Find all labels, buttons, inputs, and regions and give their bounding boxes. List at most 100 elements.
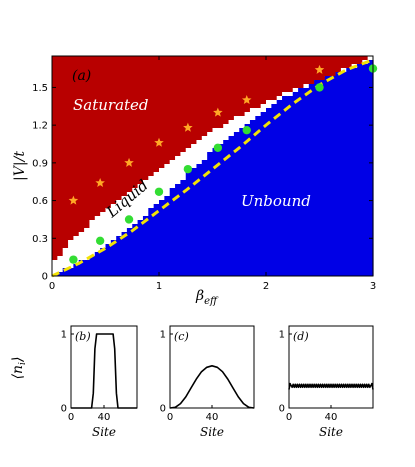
liquid-cell — [68, 240, 74, 269]
main-series — [51, 58, 378, 278]
liquid-cell — [185, 148, 192, 173]
x-tick-label: 40 — [206, 412, 219, 423]
unbound-cell — [244, 124, 251, 276]
unbound-cell — [351, 68, 358, 276]
circle-point — [124, 215, 134, 224]
density-curve — [71, 333, 137, 409]
liquid-cell — [282, 92, 288, 97]
site-axis-label: Site — [92, 425, 116, 439]
unbound-cell — [282, 96, 288, 276]
unbound-cell — [271, 104, 278, 276]
star-point — [95, 177, 105, 188]
density-curve — [169, 365, 255, 409]
liquid-cell — [62, 248, 69, 269]
main-x-axis-label: βeff — [195, 288, 219, 307]
main-frame — [51, 55, 374, 277]
y-tick-label: 0 — [160, 404, 166, 415]
liquid-cell — [223, 124, 230, 141]
x-tick-label: 0 — [49, 281, 55, 292]
unbound-cell — [100, 248, 107, 276]
liquid-cell — [244, 112, 251, 125]
unbound-cell — [335, 72, 342, 276]
circle-point — [95, 236, 105, 245]
liquid-cell — [249, 108, 256, 121]
unbound-cell — [68, 268, 74, 276]
y-tick-label: 0.6 — [32, 196, 48, 207]
y-tick-label: 0 — [42, 272, 48, 283]
circle-point — [242, 125, 251, 135]
star-point — [241, 95, 252, 105]
liquid-cell — [266, 100, 272, 109]
unbound-cell — [201, 160, 208, 276]
y-tick-label: 0.3 — [32, 234, 48, 245]
unbound-cell — [217, 144, 224, 276]
y-tick-label: 0 — [279, 404, 285, 415]
unbound-cell — [276, 100, 283, 276]
unbound-cell — [292, 92, 299, 276]
liquid-cell — [121, 196, 128, 233]
circle-point — [315, 83, 324, 92]
liquid-cell — [276, 96, 283, 101]
unbound-cell — [164, 196, 171, 276]
x-tick-label: 1 — [156, 281, 162, 292]
liquid-cell — [142, 180, 149, 217]
unbound-cell — [207, 152, 214, 276]
x-tick-label: 40 — [98, 412, 111, 423]
liquid-cell — [110, 204, 117, 241]
liquid-cell — [303, 84, 310, 89]
star-point — [124, 157, 134, 167]
unbound-cell — [319, 80, 326, 276]
unbound-cell — [94, 252, 101, 276]
unbound-cell — [314, 80, 321, 276]
unbound-cell — [324, 76, 331, 276]
unbound-cell — [89, 256, 96, 276]
unbound-cell — [57, 272, 64, 276]
x-tick-label: 0 — [167, 412, 173, 423]
liquid-cell — [73, 236, 80, 265]
site-axis-label: Site — [319, 425, 343, 439]
density-y-axis-label: ⟨ni⟩ — [10, 357, 28, 380]
circle-point — [69, 255, 78, 264]
unbound-cell — [105, 244, 112, 276]
liquid-cell — [260, 104, 267, 113]
liquid-cell — [207, 132, 214, 153]
unbound-cell — [346, 68, 353, 276]
liquid-cell — [367, 56, 374, 61]
y-tick-label: 0 — [61, 404, 67, 415]
liquid-cell — [292, 88, 299, 93]
unbound-cell — [126, 228, 133, 276]
unbound-cell — [148, 208, 155, 276]
circle-point — [154, 187, 164, 196]
x-tick-label: 2 — [263, 281, 269, 292]
unbound-cell — [228, 136, 235, 276]
density-panel-c: 0 40 0 1 (c) Site — [160, 325, 255, 439]
star-point — [183, 122, 193, 132]
unbound-cell — [287, 96, 294, 276]
liquid-cell — [196, 140, 203, 165]
unbound-cell — [239, 128, 246, 276]
unbound-cell — [249, 120, 256, 276]
unbound-cell — [303, 88, 310, 276]
liquid-cell — [159, 168, 165, 201]
unbound-cell — [185, 172, 192, 276]
liquid-cell — [153, 172, 160, 205]
unbound-cell — [180, 180, 187, 276]
liquid-cell — [105, 208, 112, 245]
liquid-cell — [271, 100, 278, 105]
unbound-cell — [153, 204, 160, 276]
main-phase-diagram: 0 1 2 300.30.60.91.21.5 (a) Saturated Liqui… — [12, 55, 378, 307]
unbound-cell — [356, 64, 363, 276]
unbound-cell — [159, 200, 165, 276]
liquid-cell — [164, 164, 171, 197]
star-point — [68, 195, 79, 205]
circle-point — [183, 164, 193, 174]
unbound-cell — [78, 260, 85, 276]
unbound-cell — [255, 116, 262, 276]
liquid-cell — [132, 188, 139, 225]
unbound-cell — [308, 84, 315, 276]
y-tick-label: 1.2 — [32, 121, 48, 132]
unbound-cell — [110, 240, 117, 276]
star-point — [314, 64, 325, 74]
unbound-cell — [330, 76, 337, 276]
